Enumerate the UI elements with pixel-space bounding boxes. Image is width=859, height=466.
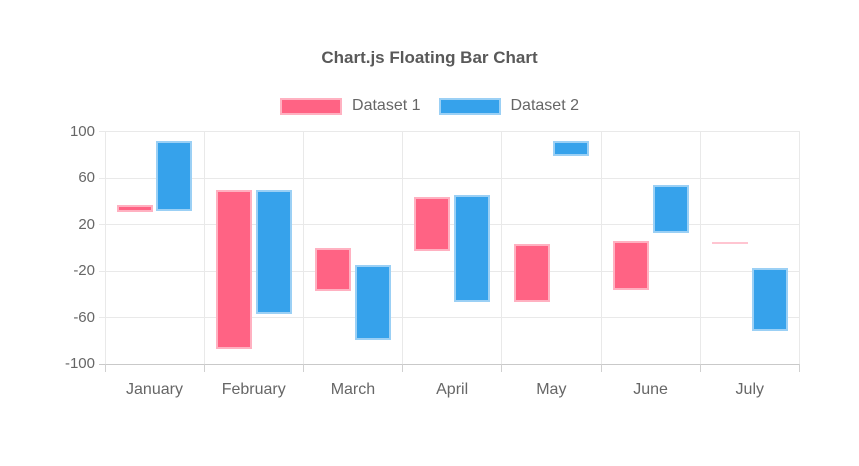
- y-gridline: [99, 131, 800, 132]
- bar-dataset2-june[interactable]: [652, 184, 689, 233]
- y-gridline: [99, 363, 800, 365]
- y-tick-label: -100: [64, 355, 95, 372]
- bar-dataset2-may[interactable]: [553, 140, 590, 156]
- legend-label-dataset1: Dataset 1: [352, 97, 421, 114]
- y-tick-label: -60: [73, 308, 95, 326]
- x-tick: [402, 364, 404, 372]
- chart-title: Chart.js Floating Bar Chart: [321, 48, 538, 67]
- x-tick: [501, 364, 503, 372]
- bar-dataset2-march[interactable]: [354, 265, 391, 340]
- x-tick-label: March: [330, 381, 376, 398]
- x-gridline: [302, 131, 304, 364]
- x-tick: [302, 364, 304, 372]
- y-tick-label: 60: [78, 169, 95, 186]
- bar-dataset1-july[interactable]: [712, 241, 749, 244]
- bar-dataset2-april[interactable]: [454, 195, 491, 303]
- x-tick-label: June: [633, 381, 668, 398]
- x-tick: [104, 364, 106, 372]
- bar-dataset2-january[interactable]: [156, 140, 193, 211]
- bar-dataset2-february[interactable]: [255, 189, 292, 314]
- legend-item-dataset1[interactable]: Dataset 1: [280, 97, 421, 115]
- legend-item-dataset2[interactable]: Dataset 2: [438, 97, 579, 115]
- bar-dataset1-february[interactable]: [215, 189, 252, 349]
- y-tick-label: 100: [69, 122, 95, 140]
- x-tick-label: April: [436, 381, 469, 398]
- bar-dataset1-may[interactable]: [513, 244, 550, 303]
- legend-label-dataset2: Dataset 2: [510, 97, 579, 114]
- x-gridline: [104, 131, 106, 364]
- bar-dataset1-january[interactable]: [116, 204, 153, 212]
- bar-dataset1-april[interactable]: [414, 196, 451, 252]
- x-gridline: [501, 131, 503, 364]
- x-gridline: [699, 131, 701, 364]
- dataset1-swatch-icon: [280, 97, 343, 115]
- bar-dataset2-july[interactable]: [751, 267, 788, 332]
- x-tick: [203, 364, 205, 372]
- x-tick: [600, 364, 602, 372]
- x-gridline: [203, 131, 205, 364]
- x-tick-label: February: [221, 381, 286, 398]
- x-tick-label: January: [126, 381, 183, 398]
- bar-dataset1-march[interactable]: [315, 247, 352, 291]
- y-gridline: [99, 270, 800, 272]
- y-gridline: [99, 177, 800, 179]
- x-gridline: [600, 131, 602, 364]
- dataset2-swatch-icon: [438, 97, 501, 115]
- x-tick: [799, 364, 800, 372]
- y-tick-label: 20: [78, 215, 95, 233]
- y-gridline: [99, 317, 800, 318]
- chart-legend: Dataset 1 Dataset 2: [0, 97, 859, 115]
- x-tick: [699, 364, 701, 372]
- x-gridline: [799, 131, 800, 364]
- y-tick-label: -20: [73, 262, 95, 279]
- x-gridline: [402, 131, 404, 364]
- bar-dataset1-june[interactable]: [612, 240, 649, 290]
- x-tick-label: July: [735, 381, 764, 398]
- x-tick-label: May: [536, 381, 567, 398]
